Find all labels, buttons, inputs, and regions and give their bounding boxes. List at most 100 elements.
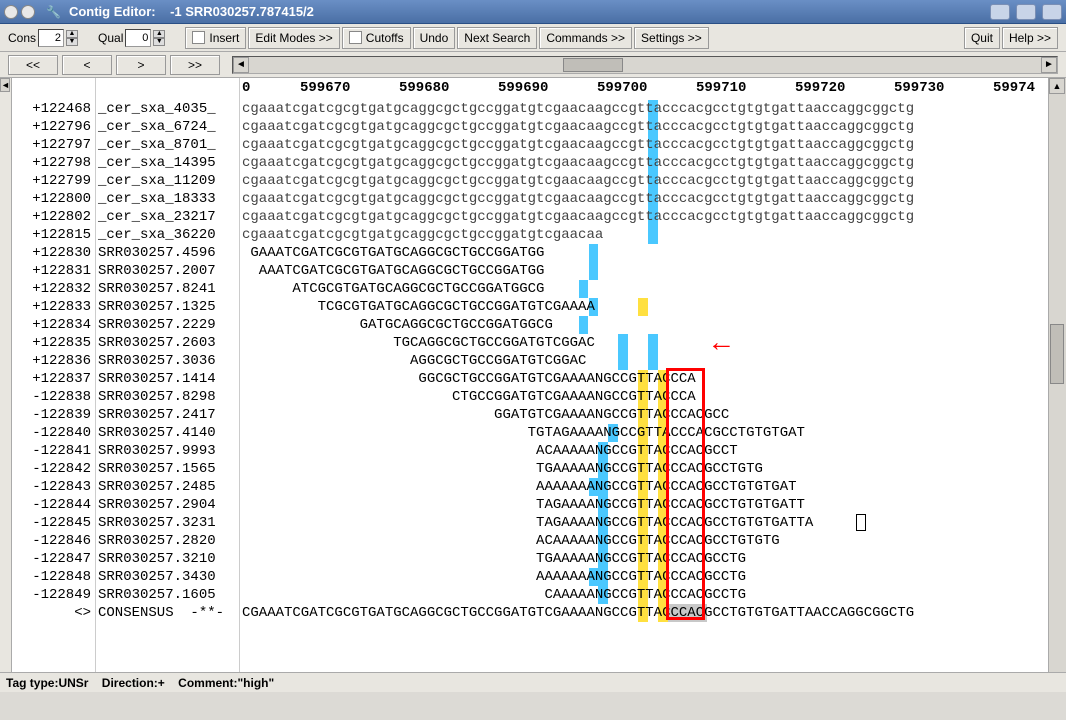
read-name[interactable]: SRR030257.2820 [96,532,239,550]
scroll-left-icon[interactable]: ◄ [0,78,10,92]
sequence-row[interactable]: TAGAAAANGCCGTTACCCACGCCTGTGTGATT [242,496,805,514]
row-id[interactable]: -122847 [12,550,95,568]
sequence-row[interactable]: GGCGCTGCCGGATGTCGAAAANGCCGTTACCCA [242,370,696,388]
row-id[interactable]: -122840 [12,424,95,442]
row-id[interactable]: -122843 [12,478,95,496]
sequence-row[interactable]: CTGCCGGATGTCGAAAANGCCGTTACCCA [242,388,696,406]
sequence-row[interactable]: AAAAAAANGCCGTTACCCACGCCTG [242,568,746,586]
row-id[interactable]: +122468 [12,100,95,118]
spin-down-icon[interactable]: ▼ [153,38,165,46]
maximize-icon[interactable] [1016,4,1036,20]
sequence-row[interactable]: cgaaatcgatcgcgtgatgcaggcgctgccggatgtcgaa… [242,118,914,136]
row-id[interactable]: +122798 [12,154,95,172]
nav-next-button[interactable]: > [116,55,166,75]
vertical-scrollbar[interactable]: ▲ ▼ [1048,78,1066,692]
row-id[interactable]: +122800 [12,190,95,208]
read-name[interactable]: SRR030257.3231 [96,514,239,532]
sequence-row[interactable]: ACAAAAANGCCGTTACCCACGCCTGTGTG [242,532,780,550]
sequence-row[interactable]: ATCGCGTGATGCAGGCGCTGCCGGATGGCG [242,280,544,298]
read-name[interactable]: SRR030257.3036 [96,352,239,370]
next-search-button[interactable]: Next Search [457,27,537,49]
sequence-row[interactable]: TGAAAAANGCCGTTACCCACGCCTGTG [242,460,763,478]
sequence-row[interactable]: TCGCGTGATGCAGGCGCTGCCGGATGTCGAAAA [242,298,595,316]
qual-spinner[interactable]: Qual ▲▼ [98,28,165,48]
sequence-row[interactable]: AGGCGCTGCCGGATGTCGGAC [242,352,586,370]
read-name[interactable]: SRR030257.2229 [96,316,239,334]
help-button[interactable]: Help >> [1002,27,1058,49]
read-name[interactable]: _cer_sxa_4035_ [96,100,239,118]
quit-button[interactable]: Quit [964,27,1000,49]
row-id[interactable]: -122839 [12,406,95,424]
read-name[interactable]: _cer_sxa_18333 [96,190,239,208]
row-id[interactable]: +122797 [12,136,95,154]
sequence-row[interactable]: CAAAAANGCCGTTACCCACGCCTG [242,586,746,604]
row-id[interactable]: +122833 [12,298,95,316]
row-id[interactable]: -122842 [12,460,95,478]
window-menu-icon[interactable] [4,5,18,19]
read-name[interactable]: _cer_sxa_23217 [96,208,239,226]
row-id[interactable]: -122846 [12,532,95,550]
scroll-up-icon[interactable]: ▲ [1049,78,1065,94]
read-name[interactable]: SRR030257.8241 [96,280,239,298]
cons-spinner[interactable]: Cons ▲▼ [8,28,78,48]
commands-button[interactable]: Commands >> [539,27,632,49]
row-id[interactable]: +122836 [12,352,95,370]
row-id[interactable]: +122796 [12,118,95,136]
sequence-row[interactable]: cgaaatcgatcgcgtgatgcaggcgctgccggatgtcgaa… [242,208,914,226]
sequence-row[interactable]: AAATCGATCGCGTGATGCAGGCGCTGCCGGATGG [242,262,544,280]
undo-button[interactable]: Undo [413,27,456,49]
insert-toggle[interactable]: Insert [185,27,246,49]
read-name[interactable]: SRR030257.2904 [96,496,239,514]
cons-input[interactable] [38,29,64,47]
row-id[interactable]: -122848 [12,568,95,586]
read-name[interactable]: SRR030257.8298 [96,388,239,406]
sequence-row[interactable]: TGTAGAAAANGCCGTTACCCACGCCTGTGTGAT [242,424,805,442]
read-name[interactable]: _cer_sxa_6724_ [96,118,239,136]
read-name[interactable]: SRR030257.3210 [96,550,239,568]
sequence-row[interactable]: cgaaatcgatcgcgtgatgcaggcgctgccggatgtcgaa… [242,100,914,118]
row-id[interactable]: +122837 [12,370,95,388]
horizontal-scrollbar[interactable]: ◄ ► [232,56,1058,74]
row-id[interactable]: -122849 [12,586,95,604]
row-id[interactable]: +122830 [12,244,95,262]
scroll-thumb[interactable] [1050,324,1064,384]
sequence-area[interactable]: 0599670599680599690599700599710599720599… [240,78,1048,692]
sequence-row[interactable]: cgaaatcgatcgcgtgatgcaggcgctgccggatgtcgaa… [242,154,914,172]
sequence-row[interactable]: cgaaatcgatcgcgtgatgcaggcgctgccggatgtcgaa… [242,226,603,244]
sequence-row[interactable]: cgaaatcgatcgcgtgatgcaggcgctgccggatgtcgaa… [242,172,914,190]
read-name[interactable]: SRR030257.4140 [96,424,239,442]
name-scrollbar[interactable]: ◄ [0,78,12,692]
row-id[interactable]: -122845 [12,514,95,532]
cutoffs-toggle[interactable]: Cutoffs [342,27,411,49]
read-name[interactable]: SRR030257.1414 [96,370,239,388]
sequence-row[interactable]: ACAAAAANGCCGTTACCCACGCCT [242,442,738,460]
row-id[interactable]: +122799 [12,172,95,190]
scroll-left-icon[interactable]: ◄ [233,57,249,73]
nav-prev-button[interactable]: < [62,55,112,75]
sequence-row[interactable]: AAAAAAANGCCGTTACCCACGCCTGTGTGAT [242,478,797,496]
sequence-row[interactable]: cgaaatcgatcgcgtgatgcaggcgctgccggatgtcgaa… [242,136,914,154]
read-name[interactable]: _cer_sxa_8701_ [96,136,239,154]
row-id[interactable]: +122835 [12,334,95,352]
sequence-row[interactable]: GAAATCGATCGCGTGATGCAGGCGCTGCCGGATGG [242,244,544,262]
row-id[interactable]: -122841 [12,442,95,460]
window-shade-icon[interactable] [21,5,35,19]
minimize-icon[interactable] [990,4,1010,20]
read-name[interactable]: SRR030257.1325 [96,298,239,316]
row-id[interactable]: -122844 [12,496,95,514]
spin-up-icon[interactable]: ▲ [66,30,78,38]
read-name[interactable]: SRR030257.4596 [96,244,239,262]
edit-modes-button[interactable]: Edit Modes >> [248,27,339,49]
row-id[interactable]: -122838 [12,388,95,406]
nav-first-button[interactable]: << [8,55,58,75]
close-icon[interactable] [1042,4,1062,20]
read-name[interactable]: SRR030257.2603 [96,334,239,352]
spin-down-icon[interactable]: ▼ [66,38,78,46]
sequence-row[interactable]: TGAAAAANGCCGTTACCCACGCCTG [242,550,746,568]
read-name[interactable]: SRR030257.3430 [96,568,239,586]
row-id[interactable]: +122834 [12,316,95,334]
sequence-row[interactable]: cgaaatcgatcgcgtgatgcaggcgctgccggatgtcgaa… [242,190,914,208]
sequence-row[interactable]: GATGCAGGCGCTGCCGGATGGCG [242,316,553,334]
spin-up-icon[interactable]: ▲ [153,30,165,38]
read-name[interactable]: SRR030257.1605 [96,586,239,604]
